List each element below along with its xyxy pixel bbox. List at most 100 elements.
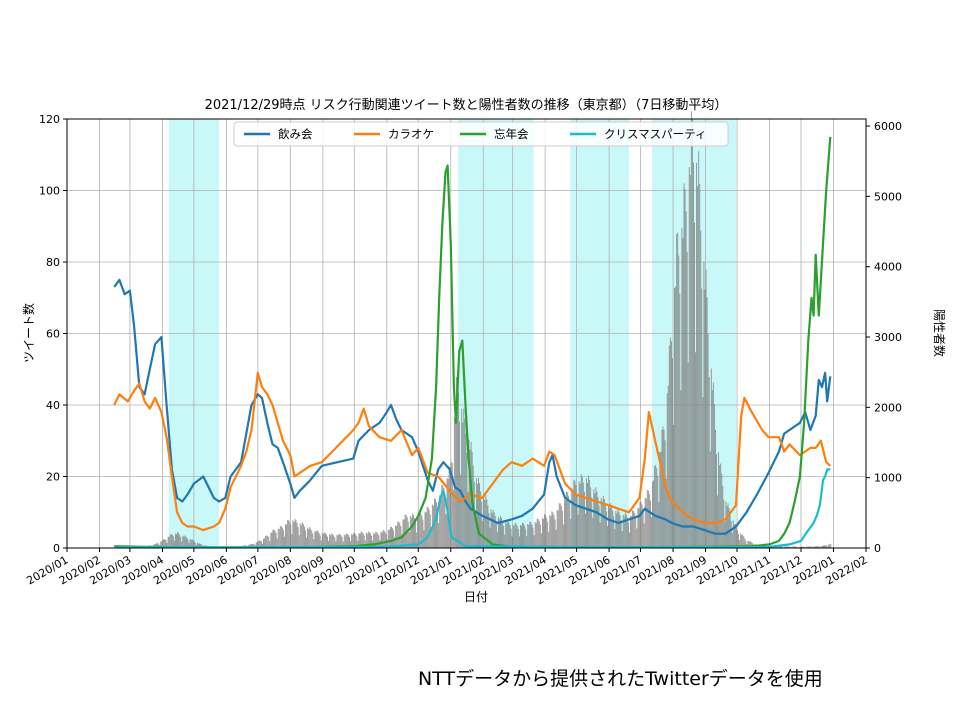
positive-cases-bar bbox=[533, 535, 535, 548]
positive-cases-bar bbox=[740, 533, 742, 548]
positive-cases-bar bbox=[427, 507, 429, 548]
positive-cases-bar bbox=[166, 542, 168, 548]
positive-cases-bar bbox=[541, 518, 543, 548]
positive-cases-bar bbox=[550, 516, 552, 548]
positive-cases-bar bbox=[334, 537, 336, 548]
positive-cases-bar bbox=[275, 532, 277, 548]
positive-cases-bar bbox=[480, 491, 482, 548]
positive-cases-bar bbox=[484, 500, 486, 548]
positive-cases-bar bbox=[502, 521, 504, 548]
positive-cases-bar bbox=[615, 510, 617, 548]
positive-cases-bar bbox=[438, 522, 440, 548]
positive-cases-bar bbox=[661, 429, 663, 548]
positive-cases-bar bbox=[579, 483, 581, 548]
positive-cases-bar bbox=[283, 530, 284, 548]
positive-cases-bar bbox=[571, 488, 573, 548]
positive-cases-bar bbox=[301, 522, 303, 548]
positive-cases-bar bbox=[555, 529, 557, 548]
positive-cases-bar bbox=[404, 514, 406, 548]
positive-cases-bar bbox=[577, 514, 579, 548]
positive-cases-bar bbox=[684, 188, 686, 549]
positive-cases-bar bbox=[450, 461, 452, 548]
positive-cases-bar bbox=[324, 533, 326, 548]
positive-cases-bar bbox=[811, 546, 813, 548]
positive-cases-bar bbox=[491, 512, 493, 548]
positive-cases-bar bbox=[734, 523, 736, 548]
positive-cases-bar bbox=[526, 536, 528, 548]
left-tick-label: 120 bbox=[39, 113, 60, 126]
positive-cases-bar bbox=[681, 227, 683, 549]
positive-cases-bar bbox=[506, 523, 508, 548]
positive-cases-bar bbox=[274, 530, 276, 548]
positive-cases-bar bbox=[547, 521, 549, 548]
positive-cases-bar bbox=[724, 521, 726, 548]
positive-cases-bar bbox=[495, 521, 497, 548]
positive-cases-bar bbox=[803, 546, 804, 548]
positive-cases-bar bbox=[344, 535, 346, 548]
series-line-2 bbox=[114, 136, 832, 549]
positive-cases-bar bbox=[743, 536, 745, 548]
positive-cases-bar bbox=[445, 514, 447, 548]
positive-cases-bar bbox=[327, 536, 328, 548]
positive-cases-bar bbox=[317, 531, 319, 548]
left-tick-label: 20 bbox=[46, 471, 60, 484]
positive-cases-bar bbox=[791, 546, 793, 548]
positive-cases-bar bbox=[164, 539, 166, 548]
positive-cases-bar bbox=[531, 524, 533, 548]
positive-cases-bar bbox=[785, 546, 787, 548]
positive-cases-bar bbox=[588, 475, 590, 548]
positive-cases-bar bbox=[402, 519, 404, 548]
positive-cases-bar bbox=[186, 537, 188, 548]
positive-cases-bar bbox=[352, 534, 354, 548]
positive-cases-bar bbox=[668, 345, 670, 548]
positive-cases-bar bbox=[578, 481, 580, 548]
positive-cases-bar bbox=[617, 509, 619, 548]
positive-cases-bar bbox=[500, 515, 501, 548]
positive-cases-bar bbox=[266, 535, 268, 548]
positive-cases-bar bbox=[346, 533, 348, 548]
positive-cases-bar bbox=[155, 543, 156, 548]
positive-cases-bar bbox=[250, 543, 252, 548]
positive-cases-bar bbox=[424, 511, 426, 548]
positive-cases-bar bbox=[532, 527, 534, 548]
positive-cases-bar bbox=[657, 476, 659, 548]
positive-cases-bar bbox=[733, 524, 735, 548]
positive-cases-bar bbox=[543, 518, 544, 548]
positive-cases-bar bbox=[492, 510, 494, 548]
positive-cases-bar bbox=[802, 546, 803, 548]
positive-cases-bar bbox=[702, 397, 704, 548]
positive-cases-bar bbox=[576, 493, 578, 548]
positive-cases-bar bbox=[716, 454, 717, 548]
positive-cases-bar bbox=[194, 542, 196, 548]
positive-cases-bar bbox=[351, 534, 353, 548]
positive-cases-bar bbox=[731, 532, 733, 548]
positive-cases-bar bbox=[523, 523, 525, 548]
positive-cases-bar bbox=[504, 534, 506, 548]
positive-cases-bar bbox=[616, 513, 618, 548]
positive-cases-bar bbox=[656, 468, 658, 548]
left-tick-label: 0 bbox=[53, 542, 60, 555]
positive-cases-bar bbox=[559, 503, 561, 548]
positive-cases-bar bbox=[333, 535, 335, 548]
positive-cases-bar bbox=[562, 524, 564, 548]
positive-cases-bar bbox=[377, 533, 379, 548]
positive-cases-bar bbox=[741, 535, 743, 548]
positive-cases-bar bbox=[747, 540, 749, 548]
positive-cases-bar bbox=[337, 535, 339, 548]
positive-cases-bar bbox=[511, 536, 513, 548]
positive-cases-bar bbox=[200, 543, 202, 548]
positive-cases-bar bbox=[325, 534, 327, 548]
positive-cases-bar bbox=[332, 534, 334, 548]
positive-cases-bar bbox=[654, 466, 656, 548]
positive-cases-bar bbox=[388, 529, 390, 548]
positive-cases-bar bbox=[820, 546, 822, 548]
positive-cases-bar bbox=[440, 495, 442, 548]
positive-cases-bar bbox=[721, 473, 723, 548]
positive-cases-bar bbox=[715, 429, 716, 548]
positive-cases-bar bbox=[291, 533, 293, 548]
positive-cases-bar bbox=[806, 546, 808, 548]
positive-cases-bar bbox=[374, 533, 376, 548]
positive-cases-bar bbox=[487, 505, 489, 548]
positive-cases-bar bbox=[350, 541, 352, 548]
positive-cases-bar bbox=[338, 533, 340, 548]
